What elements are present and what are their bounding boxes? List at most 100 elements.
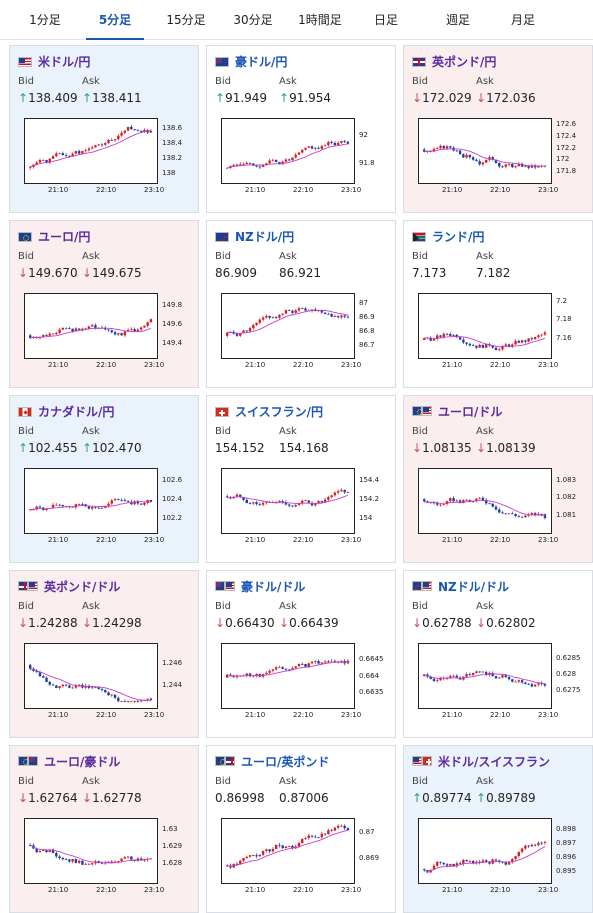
rate-card[interactable]: ユーロ/豪ドル Bid Ask ↓1.62764 ↓1.62778 1.63 1.629 1.… xyxy=(9,745,199,913)
candle xyxy=(107,140,110,144)
candle xyxy=(113,499,117,501)
mini-chart[interactable] xyxy=(24,293,158,359)
tab-6[interactable]: 週足 xyxy=(445,13,470,27)
pair-name[interactable]: 豪ドル/ドル xyxy=(241,579,306,594)
candle xyxy=(42,676,45,678)
mini-chart[interactable] xyxy=(418,818,552,884)
candle xyxy=(284,502,288,505)
mini-chart[interactable] xyxy=(418,468,552,534)
ask-label: Ask xyxy=(82,776,100,787)
eu-flag-icon xyxy=(18,756,28,766)
rate-card[interactable]: NZドル/円 Bid Ask 86.909 86.921 87 86.9 86.8 86.7 21… xyxy=(206,220,396,388)
candle xyxy=(45,508,48,511)
candle xyxy=(133,701,136,702)
pair-name[interactable]: スイスフラン/円 xyxy=(235,404,324,419)
x-tick-label: 23:10 xyxy=(538,186,559,194)
y-tick-label: 86.8 xyxy=(359,327,375,335)
candle xyxy=(504,164,507,167)
candle xyxy=(239,332,242,336)
y-tick-label: 92 xyxy=(359,131,368,139)
bid-price: 149.670 xyxy=(28,266,78,280)
candle xyxy=(278,161,281,165)
pair-name[interactable]: ランド/円 xyxy=(432,229,485,244)
tab-4[interactable]: 1時間足 xyxy=(298,13,342,27)
candle xyxy=(77,684,81,686)
candle xyxy=(330,495,333,498)
tab-2[interactable]: 15分足 xyxy=(166,13,206,27)
mini-chart[interactable] xyxy=(418,293,552,359)
nz-flag-icon xyxy=(215,231,229,242)
pair-name[interactable]: ユーロ/豪ドル xyxy=(44,754,121,769)
down-arrow-icon: ↓ xyxy=(18,791,29,805)
mini-chart[interactable] xyxy=(418,118,552,184)
candle xyxy=(64,684,68,686)
mini-chart[interactable] xyxy=(221,818,355,884)
candle xyxy=(327,141,330,146)
pair-name[interactable]: ユーロ/円 xyxy=(38,229,91,244)
mini-chart[interactable] xyxy=(24,468,158,534)
x-tick-label: 21:10 xyxy=(442,186,463,194)
x-tick-label: 22:10 xyxy=(96,536,117,544)
candlestick-chart xyxy=(29,843,153,866)
pair-name[interactable]: NZドル/円 xyxy=(235,229,295,244)
rate-card[interactable]: 米ドル/スイスフラン Bid Ask ↑0.89774 ↑0.89789 0.898 0.8… xyxy=(403,745,593,913)
tab-3[interactable]: 30分足 xyxy=(233,13,273,27)
pair-name[interactable]: カナダドル/円 xyxy=(38,404,115,419)
pair-name[interactable]: 米ドル/円 xyxy=(38,54,91,69)
pair-name[interactable]: NZドル/ドル xyxy=(438,579,510,594)
rate-card[interactable]: ユーロ/ドル Bid Ask ↓1.08135 ↓1.08139 1.083 1.082 1.… xyxy=(403,395,593,563)
tab-1[interactable]: 5分足 xyxy=(86,0,144,40)
candle xyxy=(77,328,81,330)
y-tick-label: 154.4 xyxy=(359,476,380,485)
bid-value: ↑102.455 xyxy=(18,441,78,455)
candle xyxy=(288,159,291,161)
candle xyxy=(504,344,507,346)
pair-name[interactable]: 英ポンド/円 xyxy=(432,54,497,69)
candle xyxy=(68,685,71,688)
mini-chart[interactable] xyxy=(221,468,355,534)
candle xyxy=(540,513,543,515)
candle xyxy=(245,499,248,503)
candle xyxy=(265,849,268,851)
pair-name[interactable]: ユーロ/ドル xyxy=(438,404,503,419)
ca-flag-icon xyxy=(18,406,32,417)
candle xyxy=(239,164,242,166)
pair-name[interactable]: 米ドル/スイスフラン xyxy=(438,754,551,769)
rate-card[interactable]: ユーロ/円 Bid Ask ↓149.670 ↓149.675 149.8 149.6 149… xyxy=(9,220,199,388)
rate-card[interactable]: ユーロ/英ポンド Bid Ask 0.86998 0.87006 0.87 0.869 21:… xyxy=(206,745,396,913)
x-tick-label: 21:10 xyxy=(442,711,463,719)
candle xyxy=(498,677,501,679)
pair-name[interactable]: 豪ドル/円 xyxy=(235,54,288,69)
tab-0[interactable]: 1分足 xyxy=(29,13,61,27)
candle xyxy=(139,130,143,132)
tab-7[interactable]: 月足 xyxy=(510,13,535,27)
mini-chart[interactable] xyxy=(221,293,355,359)
mini-chart[interactable] xyxy=(418,643,552,709)
candle xyxy=(294,504,297,507)
pair-name[interactable]: 英ポンド/ドル xyxy=(44,579,121,594)
candle xyxy=(504,513,507,515)
mini-chart[interactable] xyxy=(24,118,158,184)
candle xyxy=(343,315,346,317)
candle xyxy=(284,310,288,314)
mini-chart[interactable] xyxy=(24,818,158,884)
tab-5[interactable]: 日足 xyxy=(373,13,398,27)
rate-card[interactable]: カナダドル/円 Bid Ask ↑102.455 ↑102.470 102.6 102.4 1… xyxy=(9,395,199,563)
candle xyxy=(38,506,42,508)
pair-name[interactable]: ユーロ/英ポンド xyxy=(241,754,330,769)
mini-chart[interactable] xyxy=(24,643,158,709)
rate-card[interactable]: 英ポンド/ドル Bid Ask ↓1.24288 ↓1.24298 1.246 1.244 2… xyxy=(9,570,199,738)
rate-card[interactable]: スイスフラン/円 Bid Ask 154.152 154.168 154.4 154.2 15… xyxy=(206,395,396,563)
mini-chart[interactable] xyxy=(221,118,355,184)
rate-card[interactable]: 英ポンド/円 Bid Ask ↓172.029 ↓172.036 172.6 172.4 17… xyxy=(403,45,593,213)
candle xyxy=(481,860,485,863)
rate-card[interactable]: 豪ドル/ドル Bid Ask ↓0.66430 ↓0.66439 0.6645 0.664 0… xyxy=(206,570,396,738)
mini-chart[interactable] xyxy=(221,643,355,709)
candle xyxy=(491,672,494,677)
rate-card[interactable]: NZドル/ドル Bid Ask ↓0.62788 ↓0.62802 0.6285 0.628… xyxy=(403,570,593,738)
rate-card[interactable]: ランド/円 Bid Ask 7.173 7.182 7.2 7.18 7.16 21:10 22:… xyxy=(403,220,593,388)
rate-card[interactable]: 米ドル/円 Bid Ask ↑138.409 ↑138.411 138.6 138.4 138… xyxy=(9,45,199,213)
y-tick-label: 138.6 xyxy=(162,124,183,133)
rate-card[interactable]: 豪ドル/円 Bid Ask ↑91.949 ↑91.954 92 91.8 21:10 22:1… xyxy=(206,45,396,213)
candle xyxy=(301,663,304,665)
